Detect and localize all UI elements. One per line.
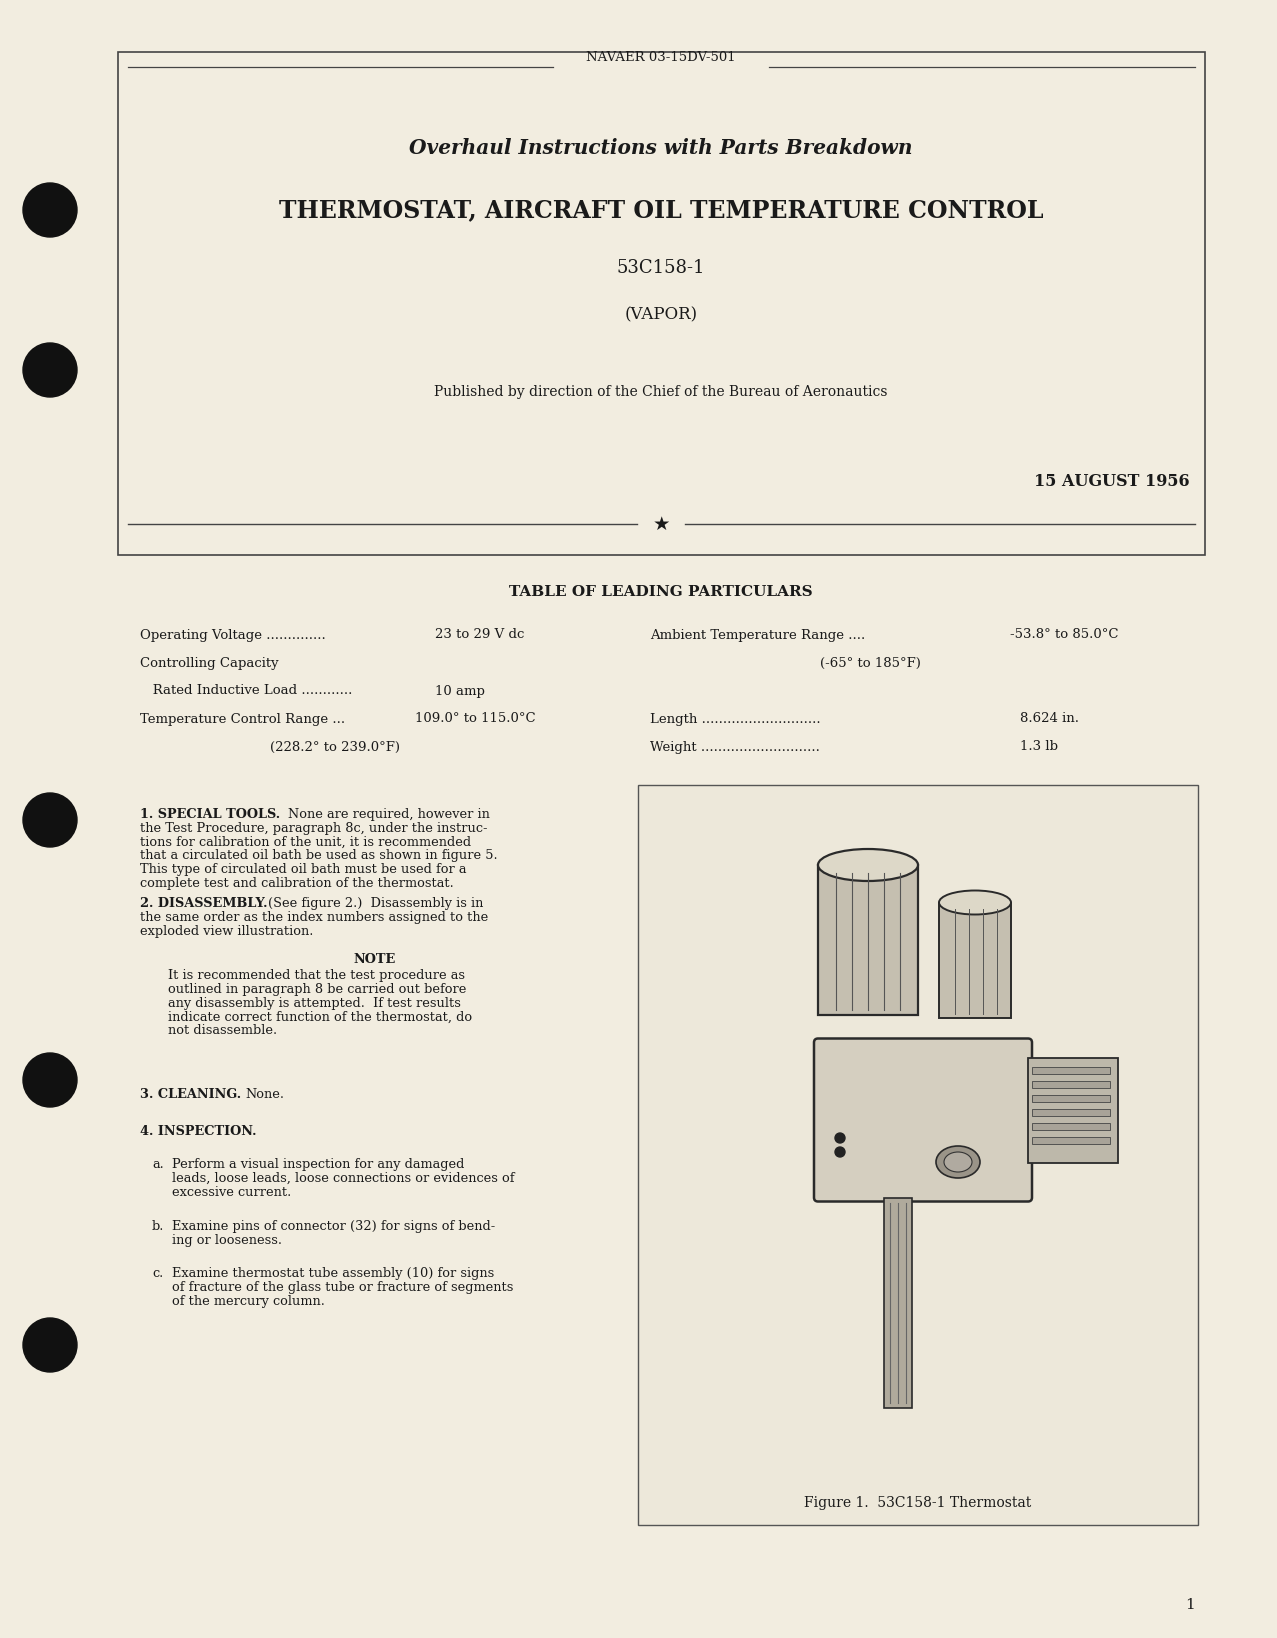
Text: None are required, however in: None are required, however in <box>289 808 490 821</box>
Text: excessive current.: excessive current. <box>172 1186 291 1199</box>
Text: Figure 1.  53C158-1 Thermostat: Figure 1. 53C158-1 Thermostat <box>805 1495 1032 1510</box>
Text: None.: None. <box>245 1088 283 1101</box>
Bar <box>1032 1109 1110 1115</box>
Text: the same order as the index numbers assigned to the: the same order as the index numbers assi… <box>140 911 488 924</box>
Bar <box>638 785 1198 1525</box>
Text: (228.2° to 239.0°F): (228.2° to 239.0°F) <box>269 740 400 753</box>
Text: TABLE OF LEADING PARTICULARS: TABLE OF LEADING PARTICULARS <box>510 585 813 600</box>
Text: 8.624 in.: 8.624 in. <box>1020 713 1079 726</box>
Text: Length ............................: Length ............................ <box>650 713 821 726</box>
Text: tions for calibration of the unit, it is recommended: tions for calibration of the unit, it is… <box>140 835 471 848</box>
Text: not disassemble.: not disassemble. <box>169 1024 277 1037</box>
Text: 109.0° to 115.0°C: 109.0° to 115.0°C <box>415 713 535 726</box>
Text: NOTE: NOTE <box>354 953 396 966</box>
Circle shape <box>23 1319 77 1373</box>
Text: -53.8° to 85.0°C: -53.8° to 85.0°C <box>1010 629 1119 642</box>
Ellipse shape <box>936 1147 979 1178</box>
Text: Rated Inductive Load ............: Rated Inductive Load ............ <box>140 685 356 698</box>
Text: 3. CLEANING.: 3. CLEANING. <box>140 1088 241 1101</box>
Circle shape <box>23 342 77 396</box>
Text: that a circulated oil bath be used as shown in figure 5.: that a circulated oil bath be used as sh… <box>140 850 498 862</box>
Text: c.: c. <box>152 1268 163 1279</box>
Bar <box>939 903 1011 1017</box>
Text: 4. INSPECTION.: 4. INSPECTION. <box>140 1125 257 1138</box>
Text: ing or looseness.: ing or looseness. <box>172 1233 282 1247</box>
Text: a.: a. <box>152 1158 163 1171</box>
Text: the Test Procedure, paragraph 8c, under the instruc-: the Test Procedure, paragraph 8c, under … <box>140 822 488 835</box>
Bar <box>117 52 1205 555</box>
Text: outlined in paragraph 8 be carried out before: outlined in paragraph 8 be carried out b… <box>169 983 466 996</box>
Text: Perform a visual inspection for any damaged: Perform a visual inspection for any dama… <box>172 1158 465 1171</box>
Text: This type of circulated oil bath must be used for a: This type of circulated oil bath must be… <box>140 863 466 876</box>
Circle shape <box>835 1133 845 1143</box>
Bar <box>1032 1094 1110 1101</box>
Text: ★: ★ <box>653 514 669 534</box>
Text: Ambient Temperature Range ....: Ambient Temperature Range .... <box>650 629 870 642</box>
Text: Examine pins of connector (32) for signs of bend-: Examine pins of connector (32) for signs… <box>172 1220 495 1233</box>
Text: of fracture of the glass tube or fracture of segments: of fracture of the glass tube or fractur… <box>172 1281 513 1294</box>
Circle shape <box>835 1147 845 1156</box>
Text: 10 amp: 10 amp <box>435 685 485 698</box>
Text: b.: b. <box>152 1220 165 1233</box>
Text: Controlling Capacity: Controlling Capacity <box>140 657 278 670</box>
Bar <box>884 1197 912 1407</box>
Bar <box>1032 1122 1110 1130</box>
Text: THERMOSTAT, AIRCRAFT OIL TEMPERATURE CONTROL: THERMOSTAT, AIRCRAFT OIL TEMPERATURE CON… <box>278 198 1043 223</box>
FancyBboxPatch shape <box>813 1038 1032 1202</box>
Text: indicate correct function of the thermostat, do: indicate correct function of the thermos… <box>169 1011 472 1024</box>
Text: (VAPOR): (VAPOR) <box>624 306 697 323</box>
Bar <box>1032 1081 1110 1088</box>
Text: Weight ............................: Weight ............................ <box>650 740 820 753</box>
Bar <box>819 865 918 1016</box>
Text: any disassembly is attempted.  If test results: any disassembly is attempted. If test re… <box>169 996 461 1009</box>
Text: Temperature Control Range ...: Temperature Control Range ... <box>140 713 350 726</box>
Text: 15 AUGUST 1956: 15 AUGUST 1956 <box>1034 473 1190 490</box>
Text: 1: 1 <box>1185 1599 1195 1612</box>
Text: 23 to 29 V dc: 23 to 29 V dc <box>435 629 525 642</box>
Text: 1.3 lb: 1.3 lb <box>1020 740 1059 753</box>
Text: exploded view illustration.: exploded view illustration. <box>140 924 313 937</box>
Circle shape <box>23 1053 77 1107</box>
Circle shape <box>23 183 77 238</box>
Text: of the mercury column.: of the mercury column. <box>172 1294 324 1307</box>
Text: 1. SPECIAL TOOLS.: 1. SPECIAL TOOLS. <box>140 808 280 821</box>
Text: Published by direction of the Chief of the Bureau of Aeronautics: Published by direction of the Chief of t… <box>434 385 888 400</box>
Ellipse shape <box>819 848 918 881</box>
Circle shape <box>23 793 77 847</box>
Text: (-65° to 185°F): (-65° to 185°F) <box>820 657 921 670</box>
Text: complete test and calibration of the thermostat.: complete test and calibration of the the… <box>140 876 453 889</box>
Text: It is recommended that the test procedure as: It is recommended that the test procedur… <box>169 970 465 983</box>
Text: (See figure 2.)  Disassembly is in: (See figure 2.) Disassembly is in <box>268 898 484 911</box>
Text: Operating Voltage ..............: Operating Voltage .............. <box>140 629 329 642</box>
Bar <box>1032 1137 1110 1143</box>
Text: 2. DISASSEMBLY.: 2. DISASSEMBLY. <box>140 898 267 911</box>
Bar <box>1032 1066 1110 1073</box>
Text: 53C158-1: 53C158-1 <box>617 259 705 277</box>
Bar <box>1028 1058 1117 1163</box>
Ellipse shape <box>939 891 1011 914</box>
Text: Overhaul Instructions with Parts Breakdown: Overhaul Instructions with Parts Breakdo… <box>409 138 913 157</box>
Text: Examine thermostat tube assembly (10) for signs: Examine thermostat tube assembly (10) fo… <box>172 1268 494 1279</box>
Text: leads, loose leads, loose connections or evidences of: leads, loose leads, loose connections or… <box>172 1171 515 1184</box>
Text: NAVAER 03-15DV-501: NAVAER 03-15DV-501 <box>586 51 736 64</box>
Ellipse shape <box>944 1152 972 1173</box>
